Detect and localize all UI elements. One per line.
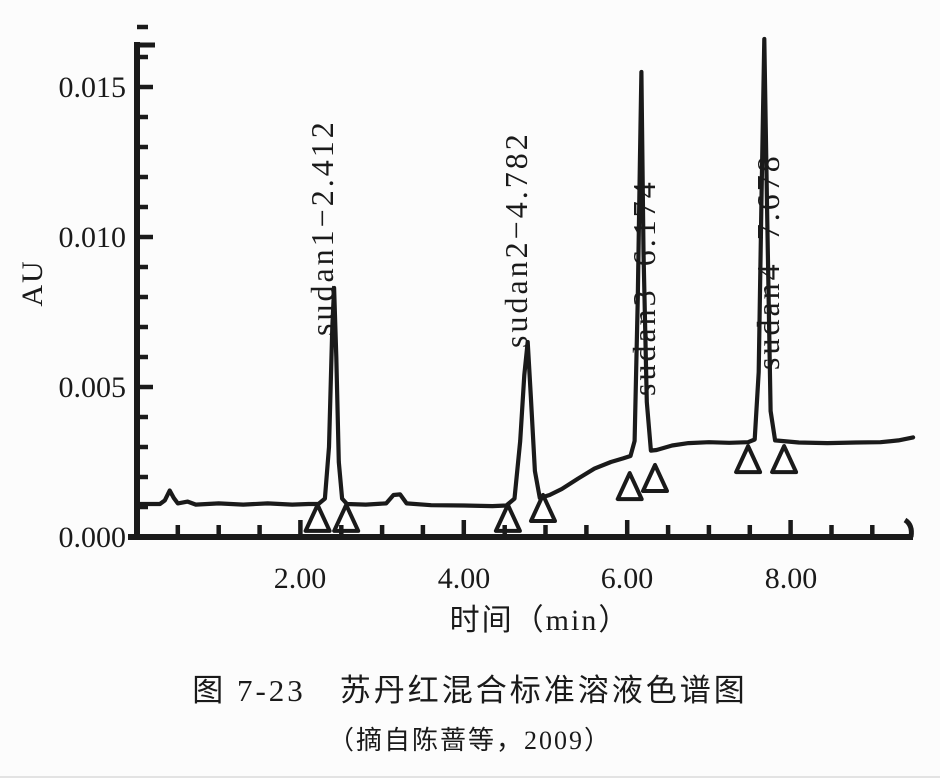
x-axis-end-hook (903, 517, 914, 538)
y-tick-label-0010: 0.010 (59, 221, 127, 254)
caption-title: 图 7-23 苏丹红混合标准溶液色谱图 (192, 673, 748, 708)
signal-trace-layer (134, 36, 916, 509)
y-tick-label-0015: 0.015 (59, 71, 127, 104)
tick-marks-layer (137, 24, 875, 535)
x-tick-label-6: 6.00 (601, 562, 654, 595)
integration-triangle (303, 502, 332, 533)
integration-triangle (734, 444, 763, 475)
axes (128, 42, 914, 540)
integration-triangle (615, 471, 644, 502)
integration-triangle (770, 444, 799, 475)
integration-triangle (332, 502, 361, 533)
y-axis-title: AU (16, 259, 49, 306)
y-tick-label-0000: 0.000 (59, 521, 127, 554)
x-tick-label-2: 2.00 (274, 562, 327, 595)
peak-label-sudan4: sudan4−7.678 (750, 153, 786, 370)
caption-source: （摘自陈蔷等，2009） (327, 726, 612, 755)
x-tick-label-4: 4.00 (438, 562, 491, 595)
integration-triangle (641, 463, 669, 493)
peak-label-sudan2: sudan2−4.782 (498, 131, 534, 348)
chromatogram-plot: 0.015 0.010 0.005 0.000 AU 2.00 4.00 6.0… (16, 24, 916, 637)
integration-triangle (529, 493, 557, 523)
integration-triangle (493, 502, 522, 533)
y-tick-label-0005: 0.005 (59, 371, 127, 404)
signal-trace (134, 36, 916, 509)
x-tick-label-8: 8.00 (765, 562, 818, 595)
figure-caption: 图 7-23 苏丹红混合标准溶液色谱图 （摘自陈蔷等，2009） (0, 665, 940, 757)
peak-label-sudan1: sudan1−2.412 (304, 119, 340, 336)
integration-marks-layer (303, 444, 799, 533)
peak-label-sudan3: sudan3−6.174 (626, 179, 662, 396)
x-axis-title: 时间（min） (450, 604, 631, 637)
